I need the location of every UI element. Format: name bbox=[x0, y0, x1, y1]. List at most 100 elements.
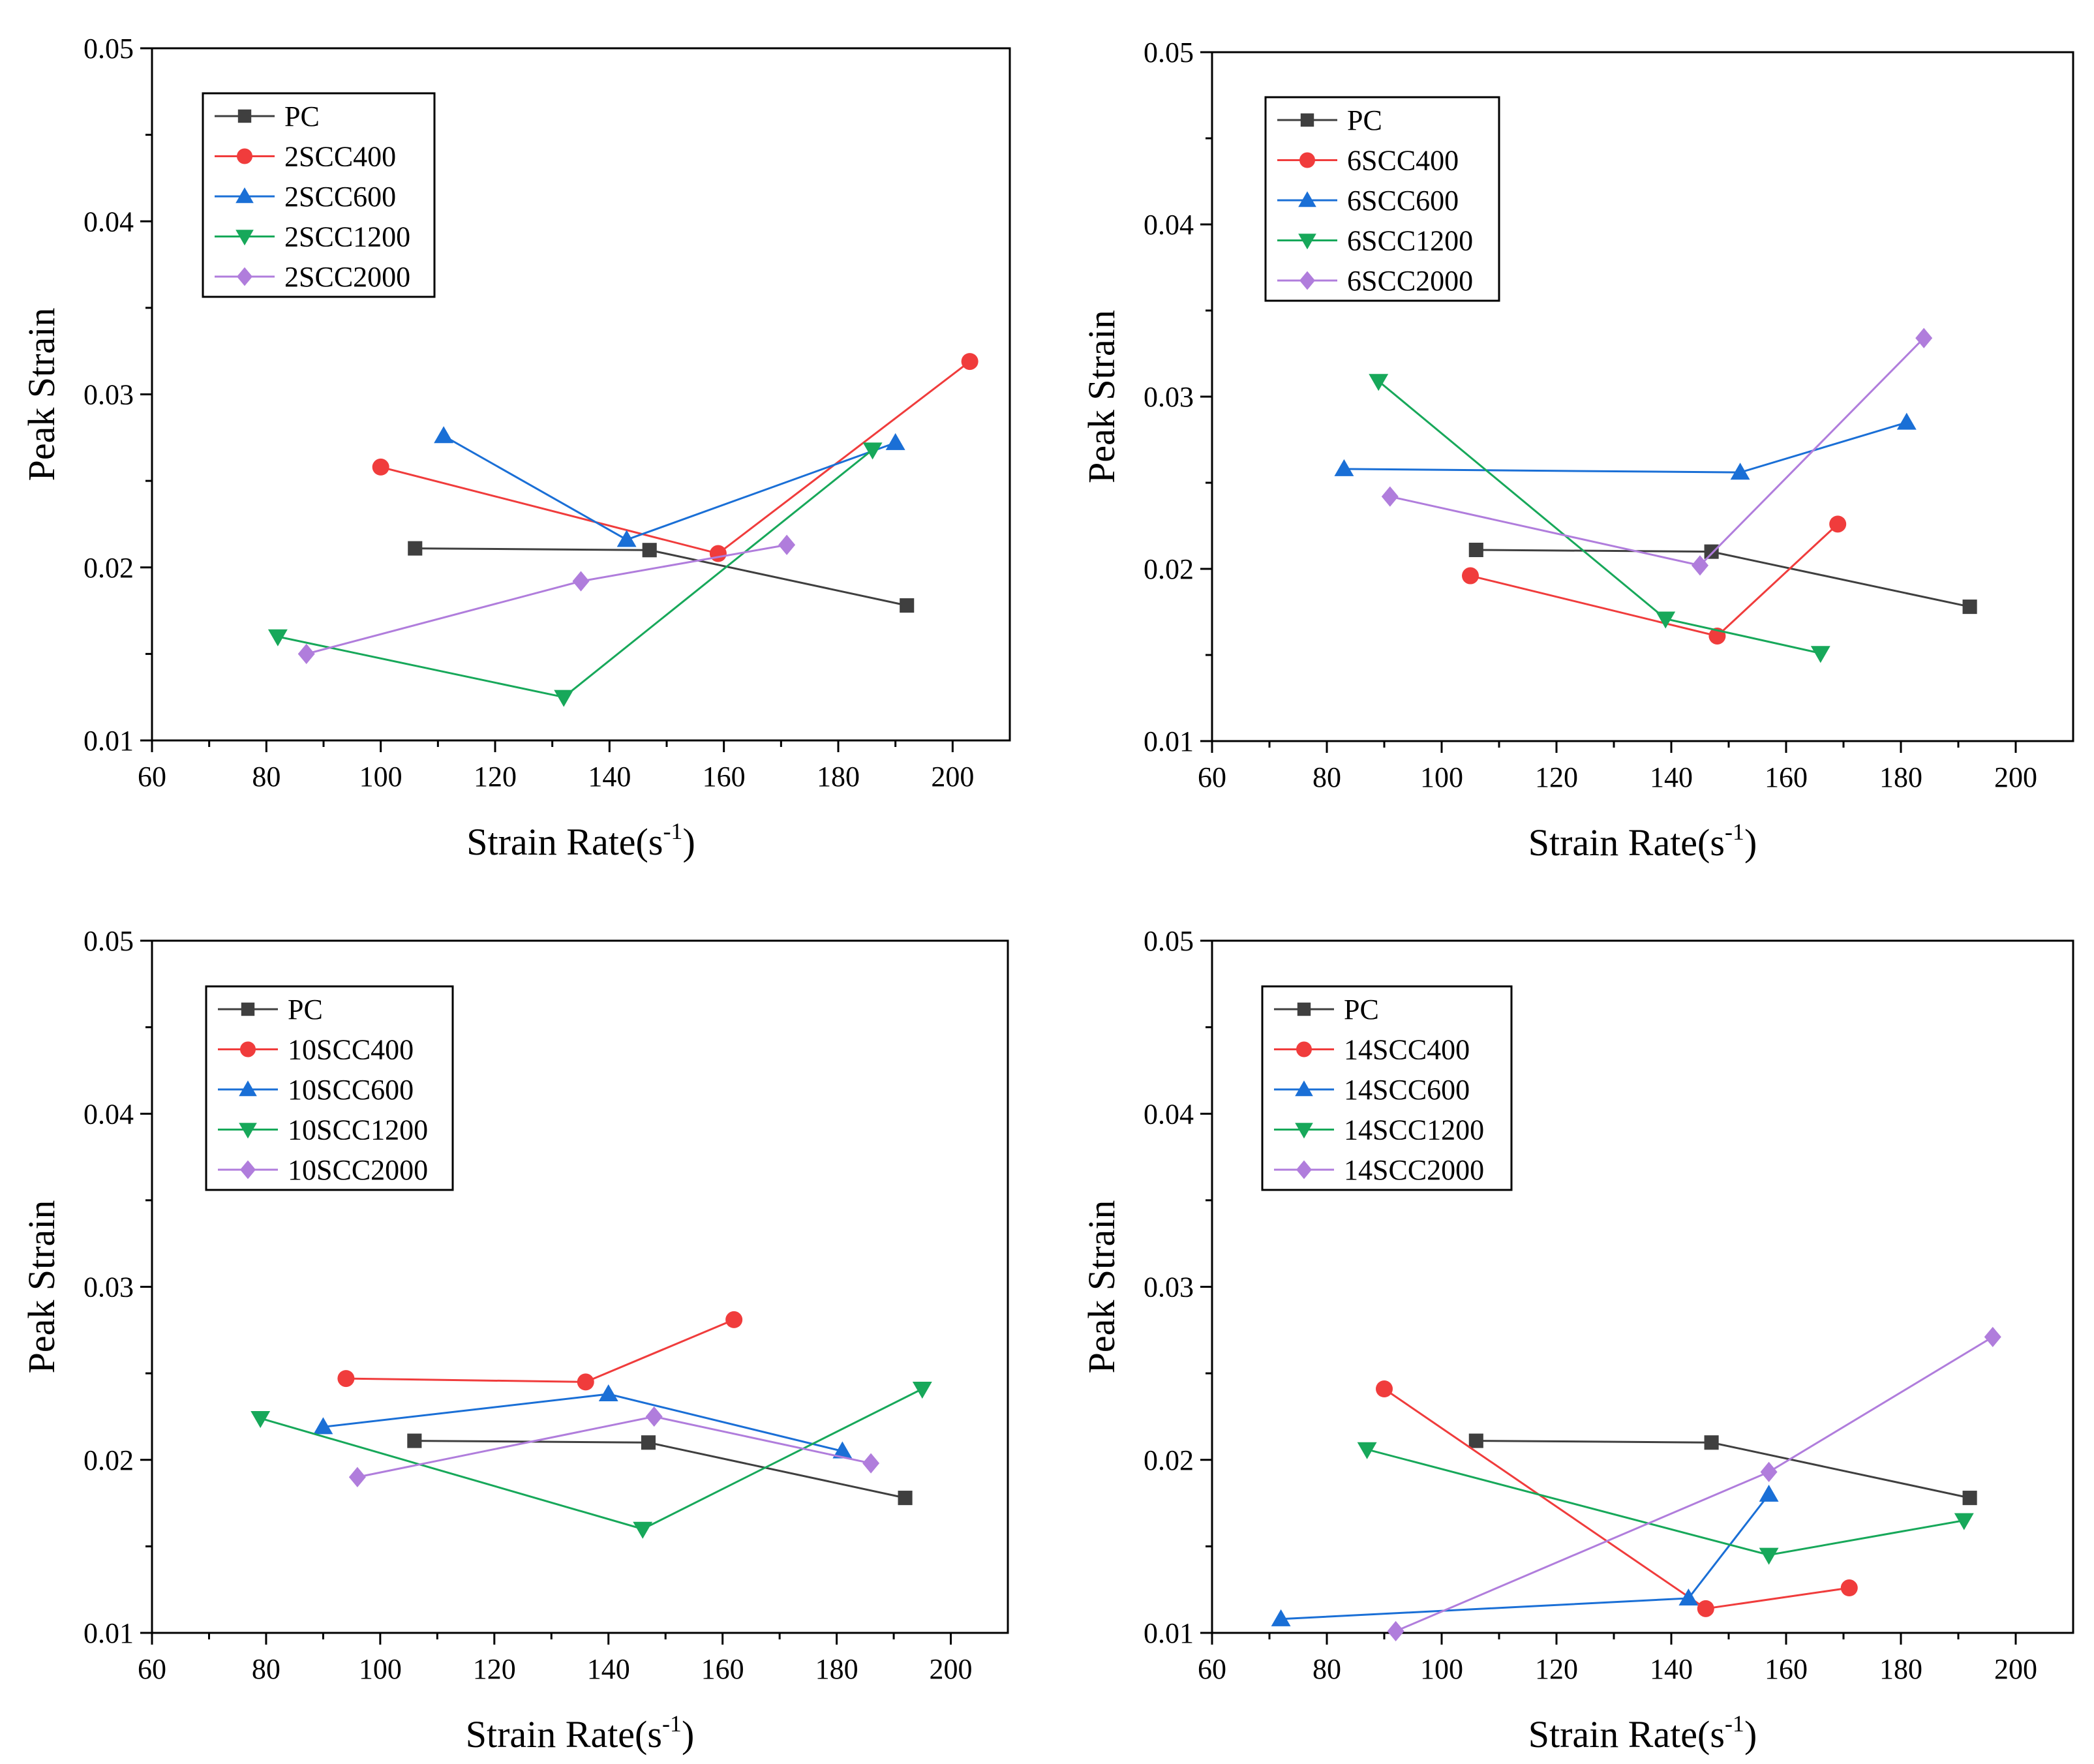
series-line bbox=[1281, 1493, 1770, 1620]
legend-label: 6SCC600 bbox=[1347, 185, 1459, 217]
data-point bbox=[1704, 1435, 1719, 1450]
y-tick-label: 0.05 bbox=[1144, 925, 1194, 957]
data-point bbox=[250, 1411, 271, 1429]
y-tick-label: 0.01 bbox=[1144, 1617, 1194, 1649]
y-axis-title: Peak Strain bbox=[20, 1200, 63, 1374]
data-point bbox=[1381, 486, 1399, 507]
legend-marker bbox=[1298, 234, 1316, 250]
x-tick-label: 180 bbox=[817, 761, 860, 793]
data-point bbox=[1962, 600, 1977, 615]
data-point bbox=[1387, 1620, 1404, 1641]
legend-marker bbox=[239, 1080, 257, 1097]
legend-marker bbox=[241, 1002, 255, 1016]
data-point bbox=[337, 1370, 355, 1388]
x-tick-label: 100 bbox=[359, 1653, 402, 1685]
legend-box bbox=[1261, 985, 1513, 1191]
data-point bbox=[961, 353, 979, 371]
series-line bbox=[1476, 549, 1970, 608]
data-point bbox=[1810, 646, 1830, 663]
legend-marker bbox=[237, 148, 252, 164]
legend-marker bbox=[240, 1160, 256, 1179]
x-tick-label: 60 bbox=[138, 761, 166, 793]
y-tick-label: 0.05 bbox=[83, 925, 134, 957]
data-point bbox=[862, 442, 883, 460]
legend-label: PC bbox=[1344, 994, 1379, 1026]
data-point bbox=[1759, 1484, 1779, 1502]
y-tick-label: 0.01 bbox=[1144, 725, 1194, 757]
x-tick-label: 180 bbox=[815, 1653, 858, 1685]
data-point bbox=[267, 629, 288, 646]
x-tick-label: 160 bbox=[1765, 761, 1808, 793]
y-tick-label: 0.04 bbox=[1144, 1098, 1194, 1130]
x-tick-label: 120 bbox=[473, 1653, 516, 1685]
data-point bbox=[313, 1417, 333, 1435]
data-point bbox=[912, 1381, 932, 1399]
y-axis-title: Peak Strain bbox=[1080, 1200, 1123, 1374]
chart-panel-14scc: 60 80 100 120 140 160 180 200 0.01 0.02 0.03 0.04 0.… bbox=[1080, 925, 2074, 1756]
legend-marker bbox=[239, 1123, 257, 1139]
series-line bbox=[1344, 421, 1907, 474]
series-line bbox=[277, 449, 873, 699]
y-tick-label: 0.05 bbox=[83, 33, 134, 65]
data-point bbox=[1468, 542, 1483, 558]
legend-label: PC bbox=[1347, 104, 1382, 136]
chart-panel-6scc: 60 80 100 120 140 160 180 200 0.01 0.02 0.03 0.04 0.… bbox=[1080, 37, 2074, 864]
data-point bbox=[348, 1467, 366, 1487]
data-point bbox=[633, 1521, 653, 1539]
y-tick-label: 0.03 bbox=[83, 379, 134, 411]
x-tick-label: 80 bbox=[252, 1653, 281, 1685]
x-tick-label: 60 bbox=[1198, 761, 1226, 793]
legend-label: 2SCC2000 bbox=[284, 261, 410, 293]
data-point bbox=[1369, 374, 1389, 391]
y-tick-label: 0.02 bbox=[83, 1444, 134, 1476]
legend-marker bbox=[237, 267, 252, 286]
series-line bbox=[1378, 380, 1821, 654]
data-point bbox=[1840, 1579, 1858, 1597]
data-point bbox=[572, 571, 590, 592]
x-tick-label: 120 bbox=[474, 761, 517, 793]
data-point bbox=[1962, 1491, 1977, 1506]
legend-label: 10SCC600 bbox=[288, 1074, 414, 1106]
data-point bbox=[778, 534, 796, 555]
legend-label: 10SCC1200 bbox=[288, 1114, 428, 1146]
data-point bbox=[1984, 1326, 2001, 1348]
data-point bbox=[1760, 1461, 1778, 1482]
legend-marker bbox=[1297, 1002, 1311, 1016]
data-point bbox=[1468, 1433, 1483, 1448]
x-tick-label: 140 bbox=[588, 761, 631, 793]
y-tick-label: 0.05 bbox=[1144, 37, 1194, 68]
data-point bbox=[1678, 1589, 1699, 1605]
legend-marker bbox=[1299, 271, 1315, 290]
data-point bbox=[641, 1435, 656, 1450]
legend-marker bbox=[1296, 1160, 1312, 1179]
data-point bbox=[1704, 544, 1719, 559]
legend-marker bbox=[1295, 1123, 1313, 1139]
data-point bbox=[642, 543, 657, 558]
y-tick-label: 0.04 bbox=[83, 1098, 134, 1130]
legend-label: 10SCC2000 bbox=[288, 1154, 428, 1186]
x-tick-label: 140 bbox=[1650, 1653, 1693, 1685]
data-point bbox=[885, 433, 905, 450]
series-line bbox=[443, 434, 896, 541]
legend-marker bbox=[1299, 152, 1315, 168]
data-point bbox=[297, 643, 315, 664]
legend-marker bbox=[1300, 113, 1314, 127]
y-tick-label: 0.02 bbox=[83, 552, 134, 584]
data-point bbox=[709, 545, 727, 562]
data-point bbox=[408, 541, 423, 556]
y-tick-label: 0.01 bbox=[83, 1617, 134, 1649]
legend-marker bbox=[240, 1041, 256, 1057]
y-tick-label: 0.04 bbox=[1144, 209, 1194, 241]
data-point bbox=[1462, 567, 1479, 585]
x-tick-label: 60 bbox=[138, 1653, 166, 1685]
x-tick-label: 160 bbox=[701, 1653, 744, 1685]
x-tick-label: 160 bbox=[703, 761, 746, 793]
legend-label: PC bbox=[284, 100, 320, 132]
y-tick-label: 0.02 bbox=[1144, 1444, 1194, 1476]
data-point bbox=[407, 1433, 422, 1448]
data-point bbox=[645, 1406, 663, 1427]
legend-label: 2SCC1200 bbox=[284, 221, 410, 253]
y-axis-title: Peak Strain bbox=[20, 308, 63, 481]
x-tick-label: 140 bbox=[1650, 761, 1693, 793]
data-point bbox=[900, 598, 915, 613]
